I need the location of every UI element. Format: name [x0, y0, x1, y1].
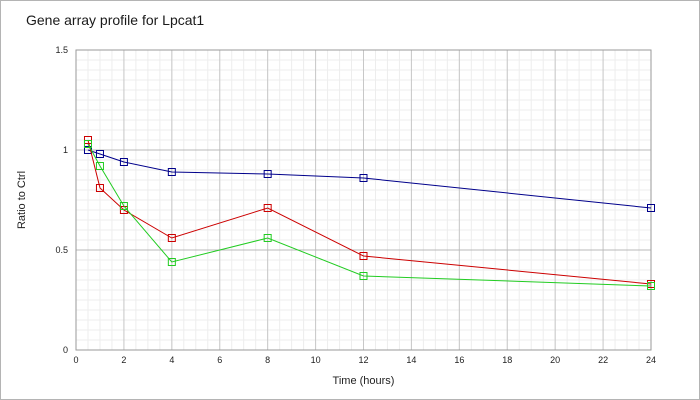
- data-point: [263, 204, 272, 212]
- x-tick-label: 12: [358, 355, 368, 365]
- series-line: [87, 149, 652, 209]
- data-point: [263, 234, 272, 242]
- x-axis-label: Time (hours): [333, 375, 395, 387]
- series-1: [83, 136, 655, 288]
- x-tick-label: 20: [550, 355, 560, 365]
- series-2: [83, 140, 655, 290]
- data-point: [647, 282, 655, 290]
- chart-title: Gene array profile for Lpcat1: [26, 12, 205, 28]
- data-point: [167, 258, 176, 266]
- x-tick-label: 6: [217, 355, 222, 365]
- x-tick-label: 24: [646, 355, 656, 365]
- data-point: [119, 158, 128, 166]
- x-tick-label: 8: [265, 355, 270, 365]
- x-tick-label: 14: [406, 355, 416, 365]
- y-tick-label: 0.5: [55, 245, 68, 255]
- data-point: [167, 234, 176, 242]
- data-point: [263, 170, 272, 178]
- series-line: [87, 143, 652, 287]
- series-line: [87, 139, 652, 285]
- x-tick-label: 0: [73, 355, 78, 365]
- data-point: [119, 202, 128, 210]
- data-point: [359, 272, 368, 280]
- data-point: [95, 150, 104, 158]
- data-point: [647, 204, 655, 212]
- data-point: [167, 168, 176, 176]
- x-tick-label: 4: [169, 355, 174, 365]
- series-0: [83, 146, 655, 212]
- y-tick-label: 0: [63, 345, 68, 355]
- plot-area: [75, 49, 652, 351]
- y-tick-label: 1: [63, 145, 68, 155]
- data-point: [359, 252, 368, 260]
- x-tick-label: 2: [121, 355, 126, 365]
- x-tick-label: 10: [311, 355, 321, 365]
- y-tick-label: 1.5: [55, 45, 68, 55]
- data-point: [95, 184, 104, 192]
- data-point: [359, 174, 368, 182]
- x-tick-label: 16: [454, 355, 464, 365]
- x-tick-label: 22: [598, 355, 608, 365]
- y-axis-label: Ratio to Ctrl: [16, 171, 28, 229]
- data-point: [95, 162, 104, 170]
- x-tick-label: 18: [502, 355, 512, 365]
- series-layer: [83, 136, 655, 290]
- data-point: [83, 140, 92, 148]
